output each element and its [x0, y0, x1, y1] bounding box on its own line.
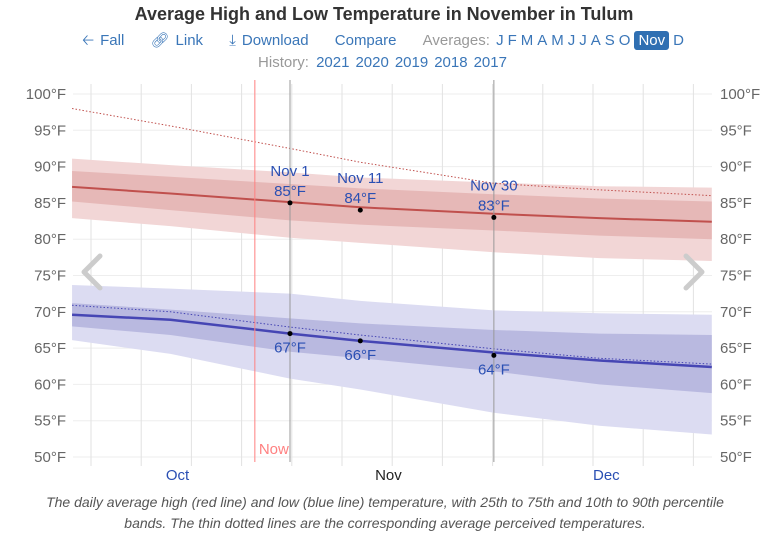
low-feels-line [72, 304, 712, 365]
link-button[interactable]: 🔗︎ Link [150, 31, 203, 49]
month-link-11[interactable]: D [673, 32, 684, 49]
toolbar: 🡠 Fall 🔗︎ Link ⤓ Download Compare Averages:… [0, 30, 768, 55]
annotation-low: 64°F [478, 361, 510, 378]
compare-link[interactable]: Compare [334, 32, 397, 49]
chart-caption: The daily average high (red line) and lo… [46, 494, 724, 531]
history-year-link[interactable]: 2019 [394, 54, 429, 71]
history-year-link[interactable]: 2017 [473, 54, 507, 71]
low-band-25-75 [72, 303, 712, 394]
y-tick-right: 100°F [720, 86, 760, 103]
y-tick-right: 60°F [720, 376, 752, 393]
high-line [72, 185, 712, 223]
arrow-left-icon: 🡠 [81, 32, 95, 49]
y-tick-right: 85°F [720, 195, 752, 212]
download-label: Download [241, 32, 309, 49]
history-year-link[interactable]: 2021 [316, 54, 350, 71]
annotation-date: Nov 1 [270, 163, 309, 180]
averages-label: Averages: [422, 32, 490, 49]
download-icon: ⤓ [229, 32, 236, 49]
month-link-3[interactable]: A [537, 32, 548, 49]
annotation-high: 84°F [344, 190, 376, 207]
x-month-label: Dec [593, 467, 620, 484]
annotation-low: 67°F [274, 340, 306, 357]
x-month-label: Nov [375, 467, 402, 484]
annotation-high: 83°F [478, 197, 510, 214]
y-tick-left: 70°F [34, 304, 66, 321]
month-link-6[interactable]: J [579, 32, 587, 49]
high-marker [357, 207, 363, 213]
y-tick-left: 65°F [34, 340, 66, 357]
annotation-high: 85°F [274, 183, 306, 200]
annotation-low: 66°F [344, 347, 376, 364]
month-link-1[interactable]: F [507, 32, 517, 49]
y-tick-left: 95°F [34, 122, 66, 139]
y-tick-left: 80°F [34, 231, 66, 248]
month-link-4[interactable]: M [551, 32, 564, 49]
y-tick-right: 80°F [720, 231, 752, 248]
month-link-2[interactable]: M [520, 32, 534, 49]
y-tick-left: 75°F [34, 268, 66, 285]
y-tick-right: 65°F [720, 340, 752, 357]
month-link-0[interactable]: J [496, 32, 504, 49]
low-marker [287, 331, 293, 337]
next-arrow-icon[interactable] [683, 253, 705, 291]
history-year-link[interactable]: 2020 [355, 54, 389, 71]
prev-arrow-icon[interactable] [81, 253, 103, 291]
download-button[interactable]: ⤓ Download [229, 32, 308, 49]
history-years: 2021 2020 2019 2018 2017 [313, 54, 510, 71]
x-month-label: Oct [166, 467, 190, 484]
month-link-8[interactable]: S [604, 32, 615, 49]
y-tick-right: 75°F [720, 268, 752, 285]
low-marker [357, 338, 363, 344]
y-tick-left: 60°F [34, 376, 66, 393]
high-marker [287, 200, 293, 206]
history-year-link[interactable]: 2018 [434, 54, 468, 71]
month-link-7[interactable]: A [590, 32, 601, 49]
annotations: Now Nov 1 85°F 67°F Nov 11 84°F 66°F Nov 30 83°F… [254, 80, 518, 462]
y-tick-left: 90°F [34, 159, 66, 176]
y-tick-right: 95°F [720, 122, 752, 139]
y-tick-right: 90°F [720, 159, 752, 176]
y-tick-left: 100°F [26, 86, 66, 103]
link-icon: 🔗︎ [150, 32, 170, 49]
history-label: History: [258, 54, 309, 71]
y-tick-left: 85°F [34, 195, 66, 212]
history-bar: History: 2021 2020 2019 2018 2017 [0, 54, 768, 71]
high-band-25-75 [72, 170, 712, 240]
month-link-5[interactable]: J [567, 32, 576, 49]
y-tick-left: 55°F [34, 413, 66, 430]
month-link-10[interactable]: Nov [634, 31, 670, 50]
now-label: Now [259, 441, 289, 458]
link-label: Link [175, 32, 204, 49]
low-marker [491, 352, 497, 358]
annotation-date: Nov 30 [470, 177, 518, 194]
axes: 100°F 100°F 95°F 95°F 90°F 90°F 85°F 85°F 80°F 80… [26, 86, 760, 484]
y-tick-left: 50°F [34, 449, 66, 466]
fall-label: Fall [100, 32, 125, 49]
month-selector: J F M A M J J A S O Nov D [494, 31, 686, 50]
chart-title: Average High and Low Temperature in Nove… [134, 4, 634, 24]
month-link-9[interactable]: O [618, 32, 631, 49]
annotation-date: Nov 11 [337, 170, 383, 187]
y-tick-right: 55°F [720, 413, 752, 430]
fall-link[interactable]: 🡠 Fall [82, 30, 124, 55]
high-marker [491, 214, 497, 220]
y-tick-right: 70°F [720, 304, 752, 321]
y-tick-right: 50°F [720, 449, 752, 466]
